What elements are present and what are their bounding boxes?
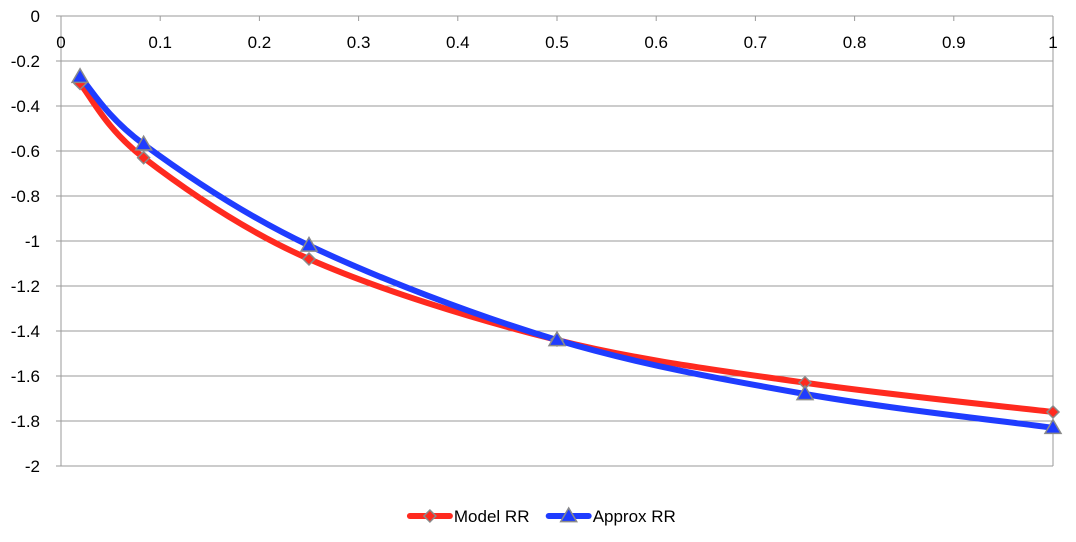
data-point-triangle — [134, 134, 153, 151]
legend-item-1: Approx RR — [545, 506, 676, 526]
gridlines — [61, 15, 1054, 467]
y-tick-label: -1.8 — [11, 412, 40, 431]
data-point-triangle — [299, 236, 319, 252]
x-tick-label: 1 — [1048, 33, 1057, 52]
x-tick-label: 0.3 — [347, 33, 371, 52]
data-point-triangle — [795, 384, 815, 401]
y-tick-label: -1.4 — [11, 322, 40, 341]
data-point-diamond — [301, 251, 317, 267]
series-line-0 — [77, 80, 1056, 415]
y-tick-label: -1.2 — [11, 277, 40, 296]
data-point-diamond — [1045, 404, 1061, 420]
legend-item-0: Model RR — [406, 507, 530, 526]
x-tick-label: 0.4 — [446, 33, 470, 52]
x-tick-label: 0.8 — [843, 33, 867, 52]
legend-label: Model RR — [454, 507, 530, 526]
y-tick-label: -2 — [25, 457, 40, 476]
series-markers — [70, 67, 1063, 435]
x-tick-labels: 0 0.1 0.2 0.3 0.4 0.5 0.6 0.7 0.8 0.9 1 — [56, 33, 1057, 52]
data-point-triangle — [547, 330, 567, 347]
data-point-triangle — [1043, 418, 1063, 435]
y-tick-label: -0.4 — [11, 97, 40, 116]
x-tick-label: 0.9 — [942, 33, 966, 52]
data-point-triangle — [559, 506, 579, 523]
legend: Model RR Approx RR — [406, 506, 676, 526]
y-tick-label: -1 — [25, 232, 40, 251]
x-tick-label: 0.7 — [744, 33, 768, 52]
axes — [56, 15, 1054, 467]
y-tick-label: -0.8 — [11, 187, 40, 206]
y-tick-label: -0.2 — [11, 52, 40, 71]
series-line-1 — [77, 73, 1056, 431]
y-tick-label: 0 — [31, 7, 40, 26]
y-tick-label: -1.6 — [11, 367, 40, 386]
data-point-diamond — [422, 508, 437, 524]
x-tick-label: 0.6 — [644, 33, 668, 52]
legend-label: Approx RR — [593, 507, 676, 526]
data-point-diamond — [136, 150, 151, 165]
series-lines — [77, 73, 1056, 431]
data-point-triangle — [70, 67, 90, 84]
x-tick-label: 0.2 — [248, 33, 272, 52]
x-tick-label: 0 — [56, 33, 65, 52]
x-tick-label: 0.5 — [545, 33, 569, 52]
y-tick-label: -0.6 — [11, 142, 40, 161]
y-tick-labels: 0 -0.2 -0.4 -0.6 -0.8 -1 -1.2 -1.4 -1.6 -1.8 -2 — [11, 7, 40, 476]
x-tick-label: 0.1 — [148, 33, 172, 52]
